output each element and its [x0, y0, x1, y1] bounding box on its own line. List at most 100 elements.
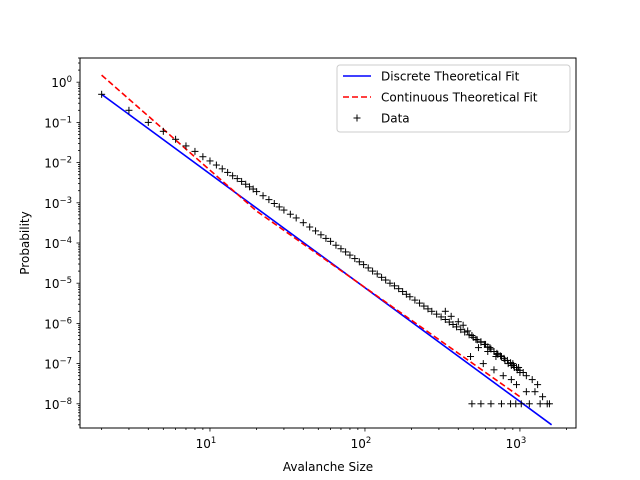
x-axis-label: Avalanche Size — [283, 460, 373, 474]
data-point — [253, 188, 261, 196]
data-point — [395, 285, 403, 293]
data-point — [399, 288, 407, 296]
y-axis-label: Probability — [18, 211, 32, 274]
data-point — [337, 245, 345, 253]
data-point — [501, 356, 509, 364]
legend-item: Continuous Theoretical Fit — [343, 91, 538, 105]
data-point — [312, 227, 320, 235]
data-point — [218, 165, 226, 173]
data-point — [464, 327, 472, 335]
data-point — [457, 326, 465, 334]
legend-label: Continuous Theoretical Fit — [381, 91, 538, 105]
data-point — [534, 381, 542, 389]
data-point — [292, 214, 300, 222]
data-point — [242, 180, 250, 188]
data-point — [487, 400, 495, 408]
data-point — [286, 210, 294, 218]
data-point — [497, 400, 505, 408]
data-point — [416, 299, 424, 307]
data-point — [522, 372, 530, 380]
data-point — [512, 381, 520, 389]
data-point — [477, 338, 485, 346]
data-point — [539, 393, 547, 401]
data-point — [492, 353, 500, 361]
y-tick-label: 10−2 — [44, 156, 72, 171]
data-point — [364, 264, 372, 272]
y-tick-label: 10−5 — [44, 276, 72, 291]
data-point — [159, 127, 167, 135]
data-point — [459, 321, 467, 329]
data-point — [322, 234, 330, 242]
data-point — [212, 161, 220, 169]
data-point — [206, 157, 214, 165]
data-point — [543, 400, 551, 408]
y-tick-label: 10−8 — [44, 397, 72, 412]
data-point — [484, 347, 492, 355]
data-point — [144, 118, 152, 126]
data-point — [238, 177, 246, 185]
data-point — [490, 347, 498, 355]
data-point — [229, 172, 237, 180]
data-point — [199, 153, 207, 161]
data-point — [275, 203, 283, 211]
data-point — [351, 255, 359, 263]
legend-label: Data — [381, 112, 410, 126]
data-point — [449, 320, 457, 328]
data-point — [299, 219, 307, 227]
data-point — [441, 307, 449, 315]
data-point — [486, 344, 494, 352]
y-tick-label: 10−1 — [44, 115, 72, 130]
data-point — [306, 223, 314, 231]
data-point — [472, 335, 480, 343]
data-point — [246, 183, 254, 191]
plot-area — [98, 74, 553, 426]
data-point — [355, 258, 363, 266]
data-point — [507, 376, 515, 384]
data-point — [517, 400, 525, 408]
data-point — [172, 135, 180, 143]
data-point — [468, 400, 476, 408]
data-point — [509, 360, 517, 368]
data-point — [346, 251, 354, 259]
data-point — [382, 276, 390, 284]
data-point — [317, 231, 325, 239]
data-point — [386, 279, 394, 287]
data-point — [420, 302, 428, 310]
data-point — [259, 192, 267, 200]
data-point — [191, 147, 199, 155]
data-point — [327, 237, 335, 245]
data-point — [360, 261, 368, 269]
data-point — [332, 241, 340, 249]
data-point — [233, 175, 241, 183]
data-point — [270, 200, 278, 208]
data-point — [447, 312, 455, 320]
x-tick-label: 101 — [196, 436, 217, 451]
data-point — [453, 323, 461, 331]
legend-box — [336, 64, 571, 133]
y-tick-label: 100 — [51, 75, 72, 90]
y-tick-label: 10−3 — [44, 196, 72, 211]
data-point — [424, 305, 432, 313]
data-point — [536, 400, 544, 408]
data-point — [499, 372, 507, 380]
data-point — [490, 366, 498, 374]
legend-item: Data — [353, 112, 410, 126]
y-axis: 100 10−1 10−2 10−3 10−4 10−5 10−6 10−7 10−8 — [44, 57, 80, 426]
legend: Discrete Theoretical Fit Continuous Theor… — [336, 64, 571, 133]
data-point — [482, 340, 490, 348]
data-point — [265, 196, 273, 204]
data-point — [224, 168, 232, 176]
data-point — [454, 318, 462, 326]
y-tick-label: 10−4 — [44, 236, 72, 251]
data-point — [369, 267, 377, 275]
x-tick-label: 102 — [351, 436, 372, 451]
y-tick-label: 10−6 — [44, 316, 72, 331]
data-point — [468, 332, 476, 339]
data-point — [182, 142, 190, 150]
data-point — [378, 273, 386, 281]
series-line-1 — [101, 74, 521, 398]
data-point — [479, 360, 487, 368]
x-tick-label: 103 — [506, 436, 527, 451]
data-point — [531, 388, 539, 396]
